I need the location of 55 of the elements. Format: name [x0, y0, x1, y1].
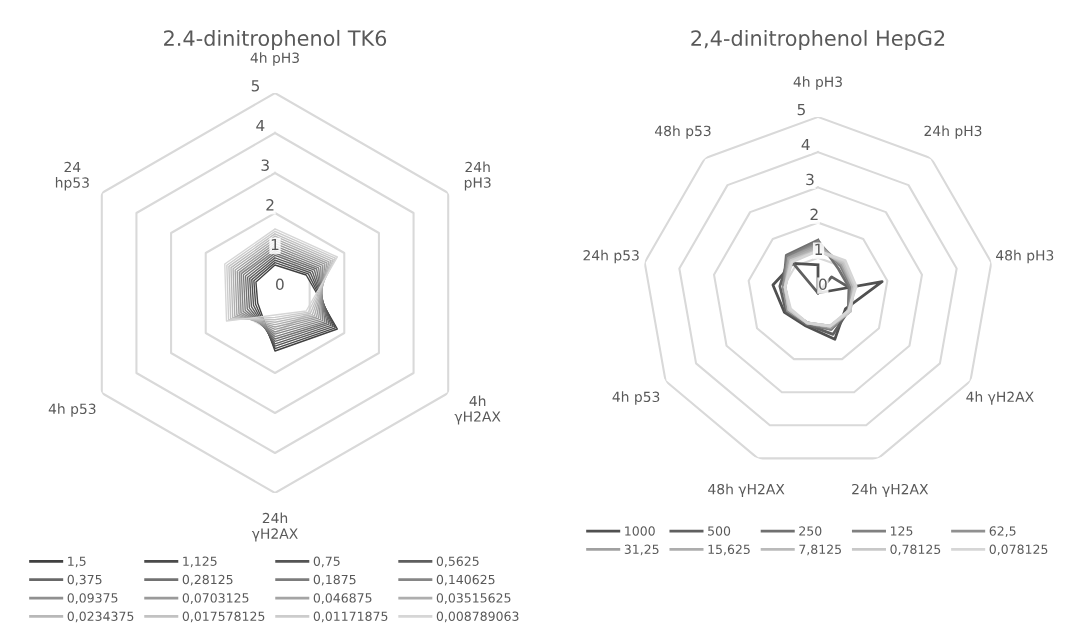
- legend-label: 0,01171875: [313, 611, 388, 623]
- spoke-label: 4h pH3: [793, 76, 842, 90]
- legend-label: 0,140625: [436, 574, 495, 586]
- spoke-label: 4h p53: [612, 391, 660, 405]
- legend-label: 0,008789063: [436, 611, 519, 623]
- legend-label: 0,78125: [890, 544, 941, 556]
- legend-label: 0,078125: [989, 544, 1048, 556]
- spoke-label: 24h pH3: [464, 161, 491, 191]
- legend-label: 0,0234375: [67, 611, 134, 623]
- chart-title: 2.4-dinitrophenol TK6: [164, 29, 387, 51]
- spoke-label: 4h γH2AX: [454, 395, 501, 425]
- legend-label: 125: [890, 526, 913, 536]
- spoke-label: 4h γH2AX: [966, 391, 1034, 405]
- spoke-label: 24h p53: [583, 249, 639, 264]
- spoke-label: 4h pH3: [250, 52, 299, 66]
- legend-label: 0,09375: [67, 593, 118, 604]
- legend-label: 15,625: [708, 544, 750, 556]
- spoke-label: 24 hp53: [55, 161, 89, 191]
- spoke-label: 48h p53: [654, 125, 711, 139]
- legend-label: 62,5: [989, 526, 1016, 537]
- legend-label: 0,75: [313, 556, 340, 568]
- spoke-label: 48h γH2AX: [708, 483, 785, 498]
- legend-label: 0,1875: [313, 574, 356, 586]
- spoke-label: 24h pH3: [924, 125, 982, 139]
- legend-label: 0,046875: [313, 593, 372, 604]
- y-tick-label: 5: [251, 80, 260, 92]
- spoke-label: 4h p53: [48, 403, 96, 417]
- legend-label: 7,8125: [799, 544, 841, 556]
- y-tick-label: 1: [271, 238, 279, 251]
- y-tick-label: 1: [815, 243, 823, 255]
- y-tick-label: 0: [276, 278, 284, 291]
- legend-label: 0,5625: [436, 556, 479, 568]
- y-tick-label: 3: [806, 173, 814, 186]
- y-tick-label: 4: [801, 138, 810, 151]
- legend-label: 0,0703125: [182, 593, 249, 604]
- legend-label: 1000: [625, 526, 655, 536]
- legend-label: 0,375: [67, 574, 102, 586]
- y-tick-label: 4: [256, 119, 265, 132]
- legend-label: 500: [708, 526, 731, 536]
- legend-label: 0,03515625: [436, 593, 511, 604]
- spoke-label: 24h γH2AX: [852, 483, 929, 498]
- legend-label: 0,28125: [182, 574, 233, 586]
- y-tick-label: 2: [266, 199, 274, 211]
- spoke-label: 24h γH2AX: [251, 512, 298, 542]
- legend-label: 31,25: [624, 544, 659, 556]
- y-tick-label: 3: [261, 159, 269, 171]
- y-tick-label: 0: [819, 278, 827, 291]
- y-tick-label: 2: [810, 208, 818, 220]
- legend-label: 0,017578125: [182, 611, 265, 623]
- y-tick-label: 5: [797, 104, 805, 116]
- legend-label: 1,125: [183, 556, 217, 568]
- spoke-label: 48h pH3: [996, 249, 1054, 264]
- legend-label: 1,5: [68, 556, 86, 568]
- legend-label: 250: [799, 526, 822, 536]
- chart-title: 2,4-dinitrophenol HepG2: [691, 29, 945, 51]
